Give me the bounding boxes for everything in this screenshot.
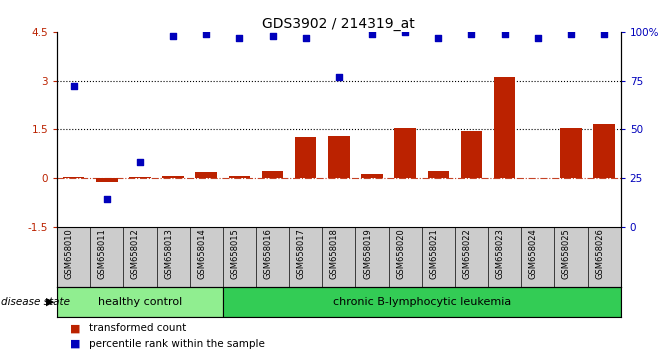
Text: GSM658014: GSM658014 [197,228,206,279]
Point [400,29,411,35]
Point [333,74,344,80]
Text: healthy control: healthy control [98,297,182,307]
Text: GSM658010: GSM658010 [64,228,74,279]
Bar [427,171,449,178]
Text: percentile rank within the sample: percentile rank within the sample [89,339,265,349]
Text: GSM658011: GSM658011 [98,228,107,279]
Bar [395,127,416,178]
Text: ■: ■ [70,339,81,349]
Point [599,31,609,37]
Text: GSM658019: GSM658019 [363,228,372,279]
Text: chronic B-lymphocytic leukemia: chronic B-lymphocytic leukemia [333,297,511,307]
Title: GDS3902 / 214319_at: GDS3902 / 214319_at [262,17,415,31]
Point [201,31,211,37]
Text: GSM658024: GSM658024 [529,228,537,279]
Point [366,31,377,37]
Bar [57,287,223,317]
Point [135,159,146,165]
Text: GSM658012: GSM658012 [131,228,140,279]
Text: GSM658018: GSM658018 [330,228,339,279]
Text: disease state: disease state [1,297,70,307]
Bar [223,287,621,317]
Text: GSM658017: GSM658017 [297,228,306,279]
Bar [162,176,184,178]
Point [267,33,278,39]
Bar [494,77,515,178]
Point [466,31,477,37]
Point [168,33,178,39]
Text: GSM658022: GSM658022 [462,228,472,279]
Point [101,196,112,202]
Text: ■: ■ [70,323,81,333]
Bar [96,178,117,182]
Text: transformed count: transformed count [89,323,187,333]
Bar [461,131,482,178]
Text: GSM658021: GSM658021 [429,228,438,279]
Text: GSM658025: GSM658025 [562,228,571,279]
Bar [328,136,350,178]
Text: GSM658023: GSM658023 [496,228,505,279]
Bar [129,177,151,178]
Bar [63,177,85,178]
Text: GSM658013: GSM658013 [164,228,173,279]
Text: GSM658026: GSM658026 [595,228,604,279]
Bar [560,127,582,178]
Text: GSM658016: GSM658016 [264,228,272,279]
Bar [229,176,250,178]
Point [433,35,444,41]
Point [566,31,576,37]
Point [68,84,79,89]
Bar [593,124,615,178]
Bar [262,171,283,178]
Point [499,31,510,37]
Text: ▶: ▶ [46,297,54,307]
Bar [361,174,382,178]
Bar [195,172,217,178]
Point [234,35,245,41]
Point [301,35,311,41]
Bar [295,137,317,178]
Point [532,35,543,41]
Text: GSM658015: GSM658015 [230,228,240,279]
Text: GSM658020: GSM658020 [396,228,405,279]
